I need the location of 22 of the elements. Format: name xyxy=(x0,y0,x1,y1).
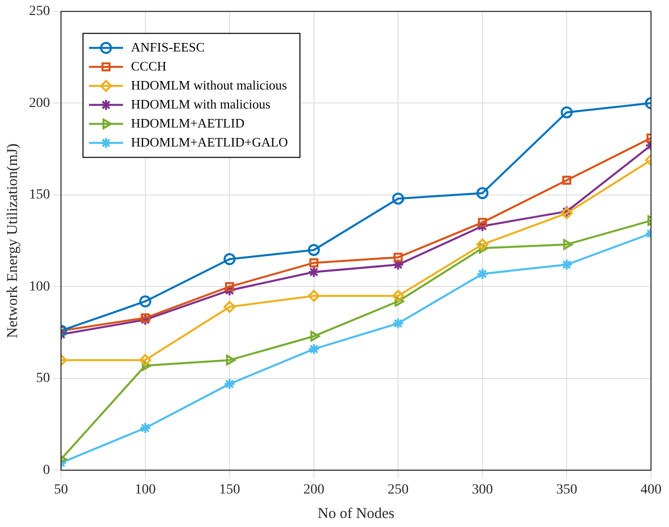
y-tick-label: 150 xyxy=(29,188,50,203)
x-tick-label: 350 xyxy=(556,482,578,498)
legend-label: ANFIS-EESC xyxy=(131,39,205,54)
x-axis-title: No of Nodes xyxy=(318,506,394,522)
legend-label: HDOMLM with malicious xyxy=(131,96,270,112)
legend-label: HDOMLM+AETLID+GALO xyxy=(131,134,288,150)
y-tick-label: 200 xyxy=(29,96,50,111)
y-tick-label: 100 xyxy=(29,279,50,294)
y-tick-label: 50 xyxy=(36,371,50,386)
x-tick-label: 300 xyxy=(472,482,493,498)
y-tick-label: 0 xyxy=(43,462,50,478)
x-tick-label: 200 xyxy=(303,482,324,498)
legend-label: HDOMLM+AETLID xyxy=(131,115,244,130)
x-tick-label: 150 xyxy=(219,482,240,498)
x-tick-label: 50 xyxy=(54,482,68,498)
x-tick-label: 250 xyxy=(388,482,409,498)
x-tick-label: 100 xyxy=(134,482,156,498)
legend-label: HDOMLM without malicious xyxy=(131,77,287,92)
y-axis-title: Network Energy Utilization(mJ) xyxy=(4,143,21,338)
y-tick-label: 250 xyxy=(29,4,50,20)
legend-label: CCCH xyxy=(131,58,166,74)
x-tick-label: 400 xyxy=(640,482,662,498)
